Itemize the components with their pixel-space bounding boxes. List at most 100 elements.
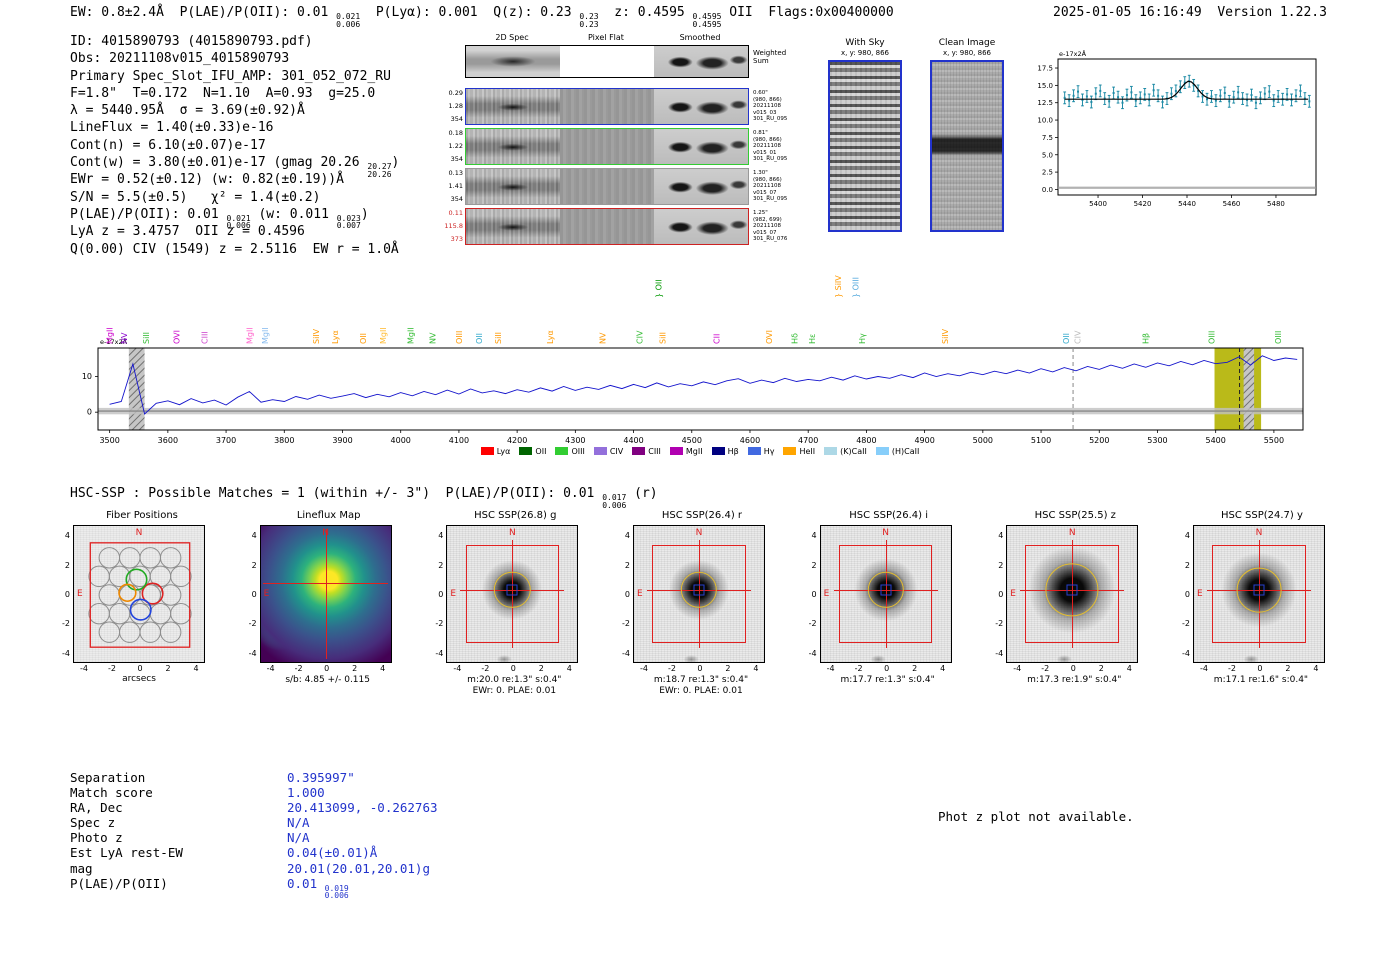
svg-text:4000: 4000 [391,436,411,445]
north-label: N [1068,528,1076,538]
east-label: E [263,588,270,599]
info-line-10: S/N = 5.5(±0.5) χ² = 1.4(±0.2) [70,189,321,205]
effective-radius-circle [1045,563,1099,617]
legend-item-MgII: MgII [669,447,703,456]
east-label: E [636,588,643,599]
svg-text:} SiIV: } SiIV [834,275,843,298]
cutout-panel-hsc-z: HSC SSP(25.5) z 4 2 0 -2 -4 N E -4 -2 0 2 4 m:17.3 re… [989,510,1161,696]
crosshair-v [325,528,327,660]
match-row: Est LyA rest-EW 0.04(±0.01)Å [70,845,438,860]
svg-text:SiIV: SiIV [941,328,950,344]
cutout-yticks: 4 2 0 -2 -4 [995,531,1004,658]
match-value: 20.413099, -0.262763 [287,800,438,816]
match-table: Separation 0.395997" Match score 1.000 RA, D… [70,770,438,900]
cutout-caption-2: EWr: 0. PLAE: 0.01 [659,686,743,696]
cutout-body: 4 2 0 -2 -4 N E [989,525,1161,663]
match-value: N/A [287,830,310,846]
svg-text:Hδ: Hδ [791,333,800,344]
legend-item-CIII: CIII [632,447,661,456]
svg-text:4900: 4900 [914,436,934,445]
photz-note: Phot z plot not available. [938,809,1134,824]
highlight-fiber [141,582,164,605]
withsky-title: With Sky [845,38,885,48]
spectrum-ylabel: e-17x2Å [100,337,128,346]
cutout-xticks: -4 -2 0 2 4 [266,664,386,673]
hsc-matches-line: HSC-SSP : Possible Matches = 1 (within +… [70,486,658,510]
legend-item-Lyα: Lyα [480,447,510,456]
match-label: RA, Dec [70,800,123,816]
match-value: 20.01(20.01,20.01)g [287,860,430,876]
legend-swatch [783,447,797,455]
svg-text:5200: 5200 [1089,436,1109,445]
svg-text:4200: 4200 [507,436,527,445]
svg-text:7.5: 7.5 [1042,134,1053,142]
svg-text:4500: 4500 [682,436,702,445]
svg-text:CIII: CIII [200,331,209,344]
spec2d-col-header-pixelflat: Pixel Flat [588,33,624,42]
cutout-caption: m:18.7 re:1.3" s:0.4" [653,675,749,685]
legend-swatch [711,447,725,455]
svg-text:17.5: 17.5 [1037,65,1053,73]
clean-image [930,60,1004,232]
spec2d-cell [654,89,748,124]
header-timestamp: 2025-01-05 16:16:49 Version 1.22.3 [1053,5,1327,20]
legend-swatch [593,447,607,455]
svg-text:4300: 4300 [565,436,585,445]
stacked-uncertainty: 0.019 0.006 [324,883,349,901]
info-line-1: ID: 4015890793 (4015890793.pdf) [70,34,313,49]
spec2d-row-meta: 0.60" (980, 866) 20211108 v015_03 301_RU… [753,90,788,123]
spec2d-weighted-row [465,45,749,78]
centroid-box [506,584,518,596]
spec2d-row-meta: 1.30" (980, 866) 20211108 v015_07 301_RU… [753,170,788,203]
cutout-title: HSC SSP(26.4) r [661,510,743,521]
match-row: Spec z N/A [70,815,438,830]
svg-text:12.5: 12.5 [1037,99,1053,107]
centroid-box [693,584,705,596]
cutout-panel-hsc-g: HSC SSP(26.8) g 4 2 0 -2 -4 N E -4 -2 0 2 4 m:20.0 re… [429,510,601,696]
svg-text:MgII: MgII [106,327,115,344]
match-row: RA, Dec 20.413099, -0.262763 [70,800,438,815]
cutout-title: HSC SSP(26.8) g [474,510,557,521]
spec2d-weighted-cell [560,46,654,77]
cutout-yticks: 4 2 0 -2 -4 [435,531,444,658]
cutout-xticks: -4 -2 0 2 4 [80,664,199,673]
east-label: E [823,588,830,599]
cutout-body: 4 2 0 -2 -4 N E [803,525,975,663]
stacked-uncertainty: 0.4595 0.4595 [692,12,722,29]
cutout-xticks: -4 -2 0 2 4 [1013,664,1132,673]
info-line-11: P(LAE)/P(OII): 0.01 0.021 0.006 (w: 0.011… [70,206,369,231]
cutout-body: 4 2 0 -2 -4 N E [243,525,415,663]
spec2d-col-header-smoothed: Smoothed [679,33,721,42]
cutout-body: 4 2 0 -2 -4 N E [56,525,228,663]
cutout-xticks: -4 -2 0 2 4 [453,664,572,673]
svg-text:5440: 5440 [1178,200,1196,208]
match-label: P(LAE)/P(OII) [70,875,168,891]
cutout-title: HSC SSP(26.4) i [849,510,929,521]
match-value: 0.04(±0.01)Å [287,845,378,861]
svg-text:OIII: OIII [1274,331,1283,344]
match-row: mag 20.01(20.01,20.01)g [70,861,438,876]
svg-text:3500: 3500 [99,436,119,445]
line-position-labels: MgII NV SiII OVI CIII MgII MgII SiIV Lyα OII MgII M… [106,275,1283,344]
legend-swatch [519,447,533,455]
spec2d-cell [466,89,560,124]
svg-text:5300: 5300 [1147,436,1167,445]
stacked-uncertainty: 0.017 0.006 [602,493,627,510]
spec2d-cell [466,129,560,164]
svg-text:OVI: OVI [765,330,774,344]
svg-text:3800: 3800 [274,436,294,445]
detection-info-block: ID: 4015890793 (4015890793.pdf) Obs: 2021… [70,33,399,258]
cutout-panel-hsc-i: HSC SSP(26.4) i 4 2 0 -2 -4 N E -4 -2 0 2 4 m:17.7 re… [803,510,975,696]
spec2d-cell [654,209,748,244]
masked-region [1243,348,1255,430]
cutout-title: HSC SSP(24.7) y [1220,510,1303,521]
match-value: N/A [287,815,310,831]
north-label: N [695,528,703,538]
cutout-yticks: 4 2 0 -2 -4 [1181,531,1190,658]
